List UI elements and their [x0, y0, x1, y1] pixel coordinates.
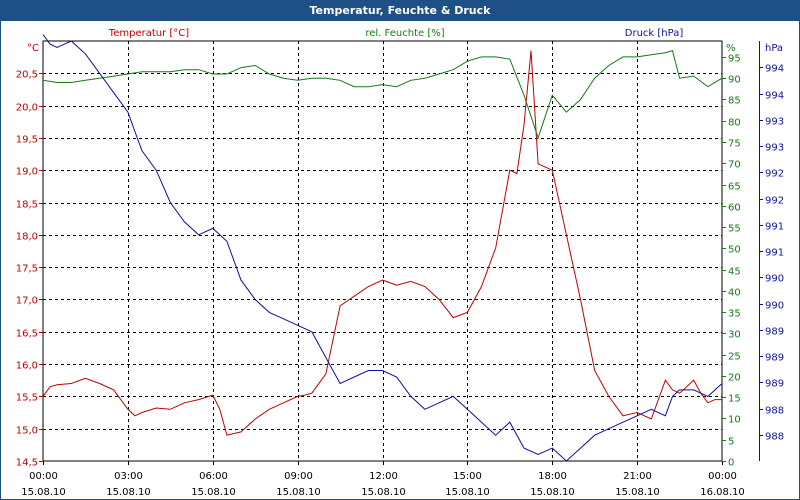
pressure-tick-label: 988 — [765, 432, 784, 443]
temp-tick-label: 14,5 — [16, 458, 38, 469]
x-tick-date: 15.08.10 — [191, 487, 236, 498]
temp-tick-label: 20,5 — [16, 70, 38, 81]
x-tick-date: 16.08.10 — [700, 487, 745, 498]
pressure-tick-label: 992 — [765, 169, 784, 180]
temp-tick-label: 15,5 — [16, 393, 38, 404]
legend-humidity: rel. Feuchte [%] — [365, 28, 444, 39]
x-tick-date: 15.08.10 — [530, 487, 575, 498]
pressure-tick-label: 989 — [765, 353, 784, 364]
humidity-unit-label: % — [726, 43, 736, 54]
humidity-tick-label: 20 — [728, 373, 741, 384]
pressure-tick-label: 994 — [765, 91, 784, 102]
humidity-tick-label: 70 — [728, 160, 741, 171]
chart-title: Temperatur, Feuchte & Druck — [1, 1, 799, 21]
x-tick-time: 06:00 — [199, 471, 228, 482]
humidity-tick-label: 45 — [728, 267, 741, 278]
x-tick-date: 15.08.10 — [21, 487, 66, 498]
x-tick-time: 12:00 — [369, 471, 398, 482]
x-tick-time: 18:00 — [538, 471, 567, 482]
pressure-tick-label: 994 — [765, 64, 784, 75]
pressure-tick-label: 989 — [765, 327, 784, 338]
temp-tick-label: 16,0 — [16, 361, 38, 372]
humidity-tick-label: 25 — [728, 352, 741, 363]
x-tick-date: 15.08.10 — [615, 487, 660, 498]
x-tick-time: 00:00 — [29, 471, 58, 482]
humidity-tick-label: 0 — [728, 458, 734, 469]
x-tick-date: 15.08.10 — [276, 487, 321, 498]
pressure-tick-label: 991 — [765, 248, 784, 259]
humidity-tick-label: 95 — [728, 54, 741, 65]
temp-tick-label: 18,0 — [16, 232, 38, 243]
temp-unit-label: °C — [27, 43, 39, 54]
x-tick-date: 15.08.10 — [445, 487, 490, 498]
x-tick-time: 09:00 — [284, 471, 313, 482]
pressure-unit-label: hPa — [765, 43, 783, 54]
temp-tick-label: 17,0 — [16, 296, 38, 307]
x-tick-date: 15.08.10 — [361, 487, 406, 498]
temp-tick-label: 18,5 — [16, 200, 38, 211]
pressure-tick-label: 990 — [765, 274, 784, 285]
legend-pressure: Druck [hPa] — [625, 28, 684, 39]
temp-tick-label: 19,5 — [16, 135, 38, 146]
x-tick-time: 15:00 — [453, 471, 482, 482]
temp-tick-label: 17,5 — [16, 264, 38, 275]
humidity-tick-label: 90 — [728, 75, 741, 86]
humidity-tick-label: 80 — [728, 118, 741, 129]
temp-tick-label: 20,0 — [16, 103, 38, 114]
pressure-series-line — [42, 34, 723, 462]
humidity-tick-label: 55 — [728, 224, 741, 235]
pressure-tick-label: 993 — [765, 143, 784, 154]
pressure-tick-label: 990 — [765, 301, 784, 312]
pressure-tick-label: 989 — [765, 379, 784, 390]
pressure-tick-label: 988 — [765, 406, 784, 417]
plot-area — [42, 40, 723, 462]
x-tick-time: 21:00 — [623, 471, 652, 482]
x-tick-time: 00:00 — [708, 471, 737, 482]
humidity-tick-label: 35 — [728, 309, 741, 320]
pressure-tick-label: 993 — [765, 117, 784, 128]
humidity-tick-label: 5 — [728, 437, 734, 448]
x-tick-date: 15.08.10 — [106, 487, 151, 498]
temp-tick-label: 19,0 — [16, 167, 38, 178]
humidity-series-line — [42, 49, 723, 140]
humidity-tick-label: 30 — [728, 330, 741, 341]
temp-tick-label: 15,0 — [16, 426, 38, 437]
humidity-tick-label: 75 — [728, 139, 741, 150]
humidity-tick-label: 65 — [728, 182, 741, 193]
humidity-tick-label: 15 — [728, 394, 741, 405]
pressure-tick-label: 992 — [765, 196, 784, 207]
pressure-tick-label: 991 — [765, 222, 784, 233]
temp-tick-label: 16,5 — [16, 329, 38, 340]
legend-temperature: Temperatur [°C] — [108, 28, 189, 39]
temperature-series-line — [42, 50, 722, 436]
humidity-tick-label: 60 — [728, 203, 741, 214]
humidity-tick-label: 50 — [728, 245, 741, 256]
humidity-tick-label: 40 — [728, 288, 741, 299]
humidity-tick-label: 85 — [728, 96, 741, 107]
humidity-tick-label: 10 — [728, 415, 741, 426]
x-tick-time: 03:00 — [114, 471, 143, 482]
